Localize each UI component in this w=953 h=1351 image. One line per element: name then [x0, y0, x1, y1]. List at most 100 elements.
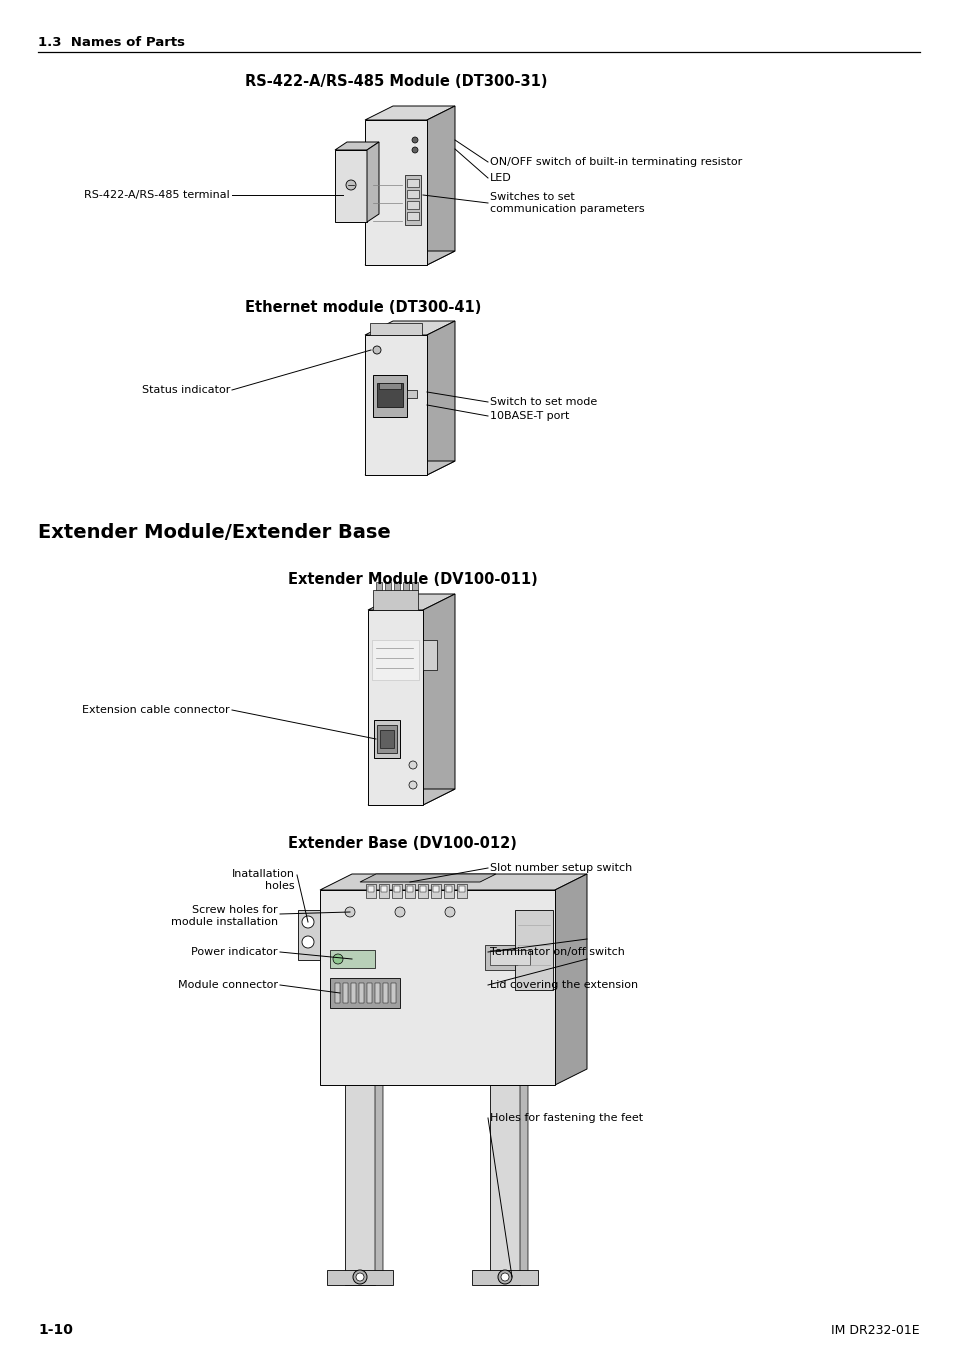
Text: communication parameters: communication parameters: [490, 204, 644, 213]
Bar: [378, 884, 389, 898]
Bar: [490, 950, 530, 965]
Bar: [407, 178, 418, 186]
Text: holes: holes: [265, 881, 294, 892]
Bar: [407, 201, 418, 209]
Polygon shape: [368, 611, 422, 805]
Circle shape: [412, 136, 417, 143]
Polygon shape: [319, 890, 555, 1085]
Text: Terminator on/off switch: Terminator on/off switch: [490, 947, 624, 957]
Polygon shape: [335, 150, 367, 222]
Bar: [458, 886, 464, 892]
Circle shape: [409, 761, 416, 769]
Text: Inatallation: Inatallation: [232, 869, 294, 880]
Bar: [456, 884, 467, 898]
Text: module installation: module installation: [171, 917, 277, 927]
Text: Extender Module/Extender Base: Extender Module/Extender Base: [38, 523, 391, 542]
Bar: [382, 984, 388, 1002]
Polygon shape: [365, 322, 455, 335]
Polygon shape: [365, 105, 455, 120]
Text: 10BASE-T port: 10BASE-T port: [490, 411, 569, 422]
Bar: [297, 911, 319, 961]
Text: 1.3  Names of Parts: 1.3 Names of Parts: [38, 35, 185, 49]
Polygon shape: [472, 1270, 537, 1285]
Bar: [378, 382, 400, 389]
Bar: [379, 730, 394, 748]
Circle shape: [412, 147, 417, 153]
Text: Screw holes for: Screw holes for: [193, 905, 277, 915]
Bar: [330, 978, 399, 1008]
Text: RS-422-A/RS-485 terminal: RS-422-A/RS-485 terminal: [84, 190, 230, 200]
Text: Power indicator: Power indicator: [192, 947, 277, 957]
Bar: [407, 190, 418, 199]
Bar: [358, 984, 364, 1002]
Bar: [405, 176, 420, 226]
Circle shape: [500, 1273, 509, 1281]
Bar: [443, 884, 454, 898]
Circle shape: [355, 1273, 364, 1281]
Text: Switches to set: Switches to set: [490, 192, 574, 203]
Bar: [392, 884, 401, 898]
Polygon shape: [335, 142, 378, 150]
Text: Extender Base (DV100-012): Extender Base (DV100-012): [288, 835, 517, 851]
Circle shape: [497, 1270, 512, 1283]
Polygon shape: [422, 594, 455, 805]
Text: RS-422-A/RS-485 Module (DT300-31): RS-422-A/RS-485 Module (DT300-31): [245, 74, 547, 89]
Circle shape: [346, 180, 355, 190]
Bar: [385, 582, 391, 590]
Bar: [374, 720, 399, 758]
Bar: [419, 886, 426, 892]
Text: Switch to set mode: Switch to set mode: [490, 397, 597, 407]
Circle shape: [302, 936, 314, 948]
Bar: [407, 390, 416, 399]
Text: 1-10: 1-10: [38, 1323, 72, 1337]
Text: Ethernet module (DT300-41): Ethernet module (DT300-41): [245, 300, 481, 316]
Text: Module connector: Module connector: [178, 979, 277, 990]
Bar: [343, 984, 348, 1002]
Bar: [376, 725, 396, 753]
Bar: [335, 984, 339, 1002]
Polygon shape: [368, 789, 455, 805]
Polygon shape: [370, 323, 421, 335]
Polygon shape: [359, 874, 496, 882]
Polygon shape: [368, 594, 455, 611]
Circle shape: [345, 907, 355, 917]
Polygon shape: [427, 105, 455, 265]
Bar: [433, 886, 438, 892]
Bar: [515, 911, 553, 990]
Polygon shape: [519, 1081, 527, 1285]
Bar: [367, 984, 372, 1002]
Text: Extender Module (DV100-011): Extender Module (DV100-011): [288, 573, 537, 588]
Text: Holes for fastening the feet: Holes for fastening the feet: [490, 1113, 642, 1123]
Text: LED: LED: [490, 173, 511, 182]
Text: IM DR232-01E: IM DR232-01E: [830, 1324, 919, 1336]
Bar: [412, 582, 417, 590]
Text: Status indicator: Status indicator: [141, 385, 230, 394]
Bar: [484, 944, 535, 970]
Bar: [431, 884, 440, 898]
Bar: [422, 640, 436, 670]
Bar: [394, 582, 399, 590]
Bar: [407, 212, 418, 220]
Bar: [373, 376, 407, 417]
Bar: [366, 884, 375, 898]
Bar: [405, 884, 415, 898]
Bar: [345, 1085, 375, 1285]
Circle shape: [302, 916, 314, 928]
Polygon shape: [365, 251, 455, 265]
Text: Extension cable connector: Extension cable connector: [82, 705, 230, 715]
Bar: [351, 984, 355, 1002]
Bar: [330, 950, 375, 969]
Bar: [394, 886, 399, 892]
Bar: [417, 884, 428, 898]
Bar: [402, 582, 409, 590]
Bar: [391, 984, 395, 1002]
Bar: [372, 640, 418, 680]
Circle shape: [409, 781, 416, 789]
Bar: [446, 886, 452, 892]
Text: Slot number setup switch: Slot number setup switch: [490, 863, 632, 873]
Bar: [407, 886, 413, 892]
Circle shape: [333, 954, 343, 965]
Polygon shape: [555, 874, 586, 1085]
Text: Lid covering the extension: Lid covering the extension: [490, 979, 638, 990]
Polygon shape: [427, 322, 455, 476]
